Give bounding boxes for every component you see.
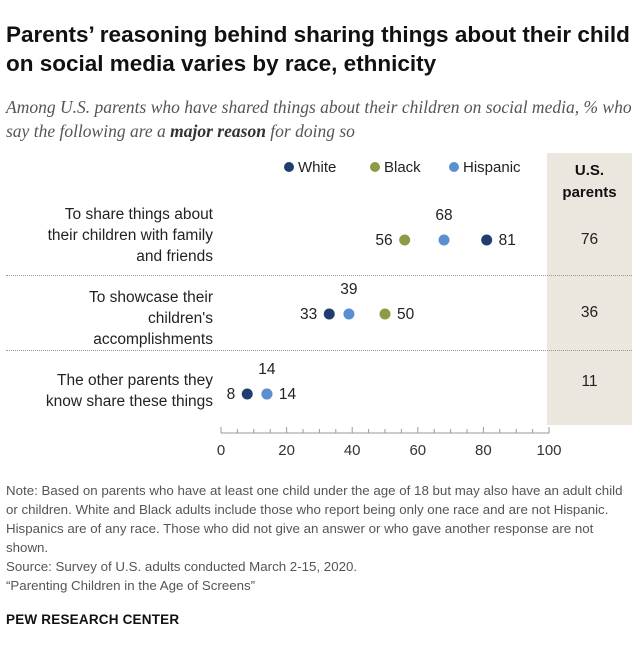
us-parents-header: U.S. parents bbox=[547, 160, 632, 204]
data-label-white: 8 bbox=[227, 386, 236, 403]
us-parents-header-line1: U.S. bbox=[574, 162, 605, 179]
row-label-line: their children with family bbox=[47, 227, 213, 244]
data-label-white: 33 bbox=[300, 306, 317, 323]
legend-item-white: White bbox=[284, 159, 336, 176]
x-tick-label: 60 bbox=[409, 442, 426, 459]
row-separator bbox=[6, 350, 632, 351]
data-label-hispanic: 39 bbox=[340, 281, 357, 298]
legend-dot-white bbox=[284, 162, 294, 173]
row-label-line: know share these things bbox=[45, 393, 213, 410]
subtitle-text-end: for doing so bbox=[265, 121, 355, 141]
legend-dot-hispanic bbox=[449, 162, 459, 173]
data-point-hispanic bbox=[438, 234, 450, 246]
data-point-white bbox=[323, 308, 335, 320]
chart-title: Parents’ reasoning behind sharing things… bbox=[6, 22, 630, 76]
us-parents-column bbox=[547, 153, 632, 425]
source-text: Source: Survey of U.S. adults conducted … bbox=[6, 559, 358, 574]
note-text: Note: Based on parents who have at least… bbox=[6, 483, 623, 555]
data-point-white bbox=[241, 388, 253, 400]
data-point-hispanic bbox=[343, 308, 355, 320]
data-point-hispanic bbox=[261, 388, 273, 400]
legend-label-black: Black bbox=[384, 159, 421, 176]
row-label-line: The other parents they bbox=[57, 372, 213, 389]
data-point-white bbox=[481, 234, 493, 246]
row-separator bbox=[6, 275, 632, 276]
row-label-line: To share things about bbox=[64, 206, 213, 223]
row-label-family: To share things about their children wit… bbox=[0, 204, 213, 267]
row-label-line: and friends bbox=[136, 248, 213, 265]
row-label-others-share: The other parents they know share these … bbox=[0, 370, 213, 412]
legend-item-black: Black bbox=[370, 159, 421, 176]
row-label-line: accomplishments bbox=[93, 331, 213, 348]
pew-logo-text: PEW RESEARCH CENTER bbox=[6, 612, 180, 627]
row-label-accomplishments: To showcase their children's accomplishm… bbox=[0, 287, 213, 350]
subtitle-emphasis: major reason bbox=[170, 121, 266, 141]
row-label-line: children's bbox=[148, 310, 213, 327]
x-tick-label: 40 bbox=[344, 442, 361, 459]
data-label-hispanic: 14 bbox=[258, 361, 276, 378]
x-tick-label: 100 bbox=[536, 442, 561, 459]
data-label-black: 50 bbox=[397, 306, 415, 323]
chart-subtitle: Among U.S. parents who have shared thing… bbox=[6, 95, 634, 143]
us-parents-header-line2: parents bbox=[562, 184, 617, 201]
legend-dot-black bbox=[370, 162, 380, 173]
legend-label-hispanic: Hispanic bbox=[463, 159, 521, 176]
us-value-family: 76 bbox=[580, 231, 599, 248]
legend-item-hispanic: Hispanic bbox=[449, 159, 521, 176]
data-label-black: 14 bbox=[279, 386, 297, 403]
report-title: “Parenting Children in the Age of Screen… bbox=[6, 578, 256, 593]
x-tick-label: 0 bbox=[217, 442, 225, 459]
subtitle-text: Among U.S. parents who have shared thing… bbox=[6, 97, 632, 141]
legend-label-white: White bbox=[298, 159, 337, 176]
x-tick-label: 80 bbox=[475, 442, 492, 459]
data-label-black: 56 bbox=[375, 232, 392, 249]
us-value-others-share: 11 bbox=[581, 373, 598, 390]
row-label-line: To showcase their bbox=[88, 289, 213, 306]
data-point-black bbox=[399, 234, 411, 246]
data-point-black bbox=[379, 308, 391, 320]
data-label-hispanic: 68 bbox=[435, 207, 452, 224]
data-label-white: 81 bbox=[499, 232, 516, 249]
us-value-accomplishments: 36 bbox=[580, 304, 599, 321]
notes-block: Note: Based on parents who have at least… bbox=[6, 481, 634, 595]
x-tick-label: 20 bbox=[278, 442, 295, 459]
